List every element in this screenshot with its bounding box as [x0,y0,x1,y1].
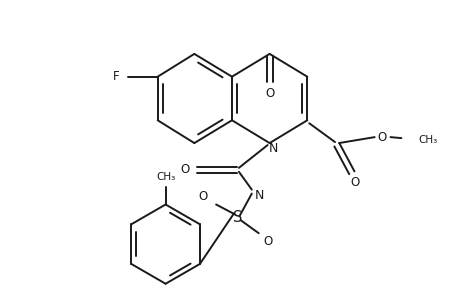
Text: O: O [180,163,190,176]
Text: S: S [233,210,242,225]
Text: O: O [198,190,207,203]
Text: O: O [376,130,386,144]
Text: N: N [254,189,264,202]
Text: CH₃: CH₃ [156,172,175,182]
Text: O: O [264,87,274,100]
Text: N: N [269,142,278,154]
Text: F: F [112,70,119,83]
Text: CH₃: CH₃ [417,135,437,145]
Text: O: O [263,235,272,248]
Text: O: O [349,176,358,189]
